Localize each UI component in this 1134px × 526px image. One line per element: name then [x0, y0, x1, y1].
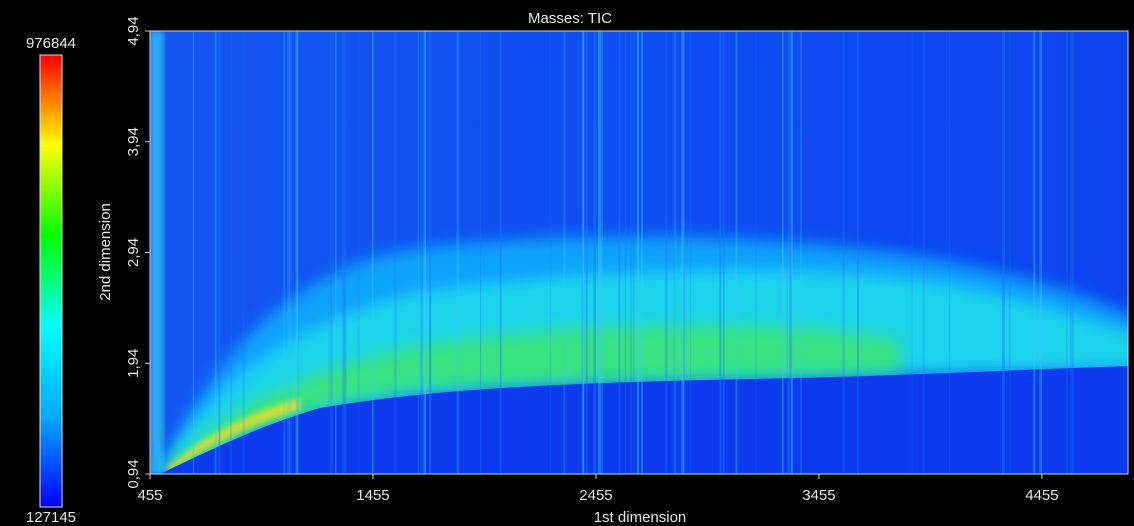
streak [790, 31, 793, 474]
colorbar-min-label: 127145 [26, 509, 76, 526]
streak [1033, 31, 1036, 474]
streak [911, 31, 913, 474]
streak [633, 31, 635, 474]
streak [283, 31, 286, 474]
streak [800, 31, 802, 474]
streak [287, 31, 290, 474]
streak [842, 31, 845, 474]
streak [328, 31, 330, 474]
streak [371, 31, 374, 474]
streak [585, 31, 588, 474]
streak [342, 31, 345, 474]
streak [582, 31, 585, 474]
streak [681, 31, 685, 474]
streak [755, 31, 757, 474]
streak [1039, 31, 1043, 474]
x-tick-label: 3455 [802, 487, 835, 504]
streak [630, 31, 633, 474]
x-tick-label: 4455 [1025, 487, 1058, 504]
streak [423, 31, 427, 474]
streak [295, 31, 299, 474]
streak [192, 31, 195, 474]
streak [329, 31, 333, 474]
y-axis-label: 2nd dimension [97, 203, 114, 301]
streak [683, 31, 685, 474]
streak [922, 31, 925, 474]
streak [563, 31, 566, 474]
streak [1001, 31, 1005, 474]
streak [581, 31, 585, 474]
streak [1072, 31, 1075, 474]
x-tick-label: 1455 [356, 487, 389, 504]
streak [641, 31, 643, 474]
x-tick-label: 2455 [579, 487, 612, 504]
streak [393, 31, 397, 474]
streak [735, 31, 738, 474]
streak [781, 31, 784, 474]
streak [420, 31, 424, 474]
streak [690, 31, 692, 474]
streak [297, 31, 300, 474]
streak [480, 31, 482, 474]
streak [636, 31, 640, 474]
solvent-streak [150, 31, 164, 474]
heat-band-peak [165, 398, 300, 472]
streak [673, 31, 676, 474]
streak [1065, 31, 1068, 474]
streak [599, 31, 603, 474]
streak [1070, 31, 1073, 474]
streak [289, 31, 292, 474]
streak [719, 31, 722, 474]
streak [335, 31, 337, 474]
streak [344, 31, 347, 474]
streaks [192, 31, 1075, 474]
streak [456, 31, 460, 474]
streak [417, 31, 420, 474]
colorbar [39, 54, 63, 508]
x-axis-label: 1st dimension [594, 509, 687, 526]
streak [428, 31, 431, 474]
chart-title: Masses: TIC [528, 10, 612, 27]
streak [618, 31, 621, 474]
y-tick-label: 4,94 [125, 16, 142, 45]
streak [593, 31, 596, 474]
streak [857, 31, 859, 474]
streak [787, 31, 790, 474]
streak [624, 31, 627, 474]
streak [357, 31, 360, 474]
streak [242, 31, 246, 474]
streak [582, 31, 585, 474]
streak [597, 31, 601, 474]
streak [786, 31, 788, 474]
streak [948, 31, 951, 474]
y-tick-label: 2,94 [125, 238, 142, 267]
streak [549, 31, 552, 474]
streak [499, 31, 502, 474]
streak [789, 31, 793, 474]
heatmap [150, 31, 1128, 474]
x-tick-label: 455 [137, 487, 162, 504]
streak [665, 31, 668, 474]
streak [218, 31, 221, 474]
heat-band-core [165, 324, 900, 470]
streak [429, 31, 432, 474]
heat-lower-edge [160, 366, 1128, 474]
streak [230, 31, 232, 474]
y-tick-label: 0,94 [125, 459, 142, 488]
streak [1008, 31, 1011, 474]
streak [214, 31, 217, 474]
streak [722, 31, 725, 474]
streak [673, 31, 677, 474]
y-tick-label: 1,94 [125, 349, 142, 378]
colorbar-max-label: 976844 [26, 35, 76, 52]
streak [597, 31, 601, 474]
y-tick-label: 3,94 [125, 127, 142, 156]
